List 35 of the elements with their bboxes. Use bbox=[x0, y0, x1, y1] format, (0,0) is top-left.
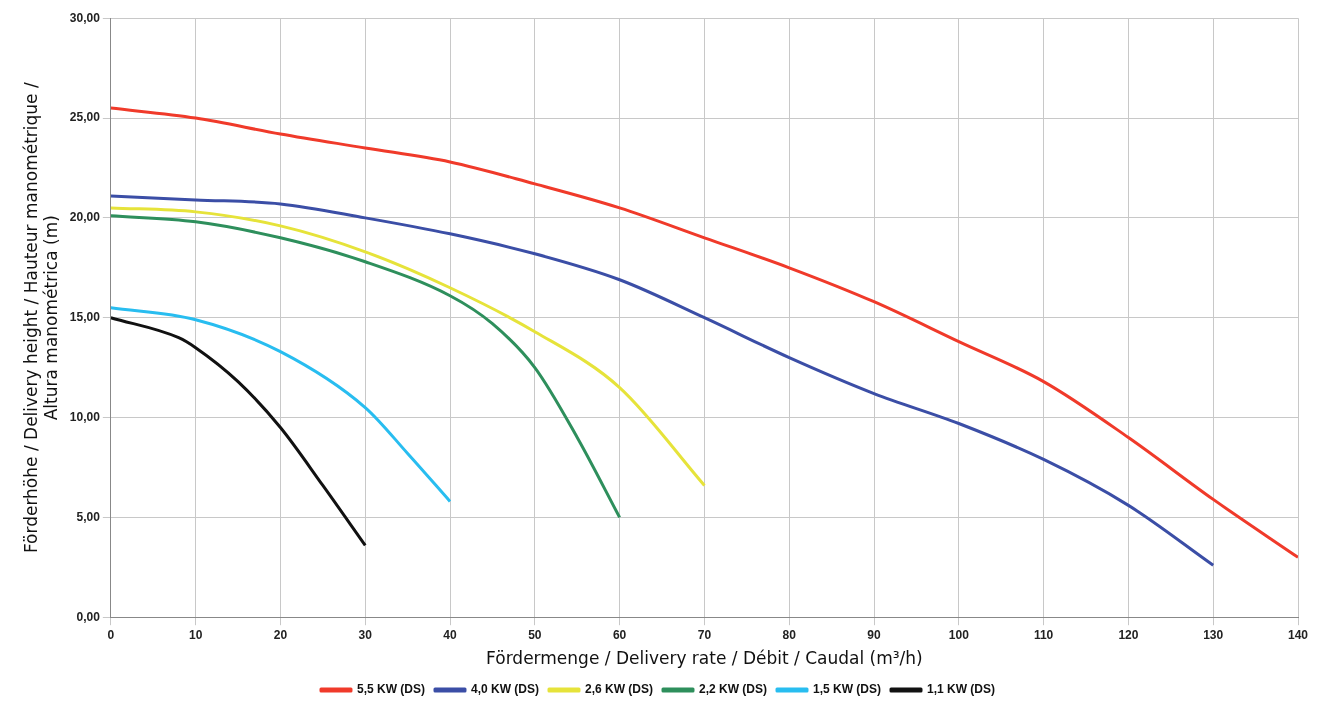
legend-label: 5,5 KW (DS) bbox=[356, 682, 425, 697]
x-tick-label: 110 bbox=[1033, 627, 1054, 642]
legend-label: 4,0 KW (DS) bbox=[470, 682, 540, 697]
x-tick-label: 80 bbox=[782, 627, 797, 642]
x-tick-label: 10 bbox=[188, 627, 203, 642]
line-series bbox=[110, 194, 1215, 567]
x-tick-label: 120 bbox=[1118, 627, 1139, 642]
legend-label: 2,6 KW (DS) bbox=[585, 682, 654, 697]
line-series bbox=[110, 214, 622, 519]
legend-label: 1,1 KW (DS) bbox=[927, 682, 996, 697]
y-tick-label: 0,00 bbox=[76, 609, 101, 624]
y-tick-label: 30,00 bbox=[69, 10, 101, 25]
y-tick-label: 15,00 bbox=[69, 310, 101, 325]
y-tick-label: 10,00 bbox=[69, 409, 101, 424]
legend-label: 2,2 KW (DS) bbox=[699, 682, 768, 697]
x-tick-label: 0 bbox=[107, 627, 115, 642]
x-tick-label: 100 bbox=[948, 627, 970, 642]
y-tick-label: 20,00 bbox=[69, 210, 101, 225]
line-series bbox=[110, 206, 706, 487]
x-tick-label: 130 bbox=[1203, 627, 1224, 642]
y-tick-label: 5,00 bbox=[76, 509, 101, 524]
legend-label: 1,5 KW (DS) bbox=[813, 682, 882, 697]
x-tick-label: 20 bbox=[273, 627, 288, 642]
x-tick-label: 30 bbox=[358, 627, 373, 642]
x-tick-label: 140 bbox=[1287, 627, 1309, 642]
line-series bbox=[110, 306, 452, 503]
y-axis-title: Förderhöhe / Delivery height / Hauteur manométrique / Altura manométrica (m) bbox=[20, 82, 62, 554]
x-tick-label: 70 bbox=[697, 627, 712, 642]
y-tick-label: 25,00 bbox=[69, 110, 101, 125]
x-tick-label: 60 bbox=[612, 627, 627, 642]
x-tick-label: 90 bbox=[867, 627, 881, 642]
x-tick-label: 40 bbox=[443, 627, 458, 642]
line-series bbox=[110, 316, 367, 547]
x-axis-title: Fördermenge / Delivery rate / Débit / Caudal (m³/h) bbox=[486, 648, 923, 669]
x-tick-label: 50 bbox=[528, 627, 542, 642]
